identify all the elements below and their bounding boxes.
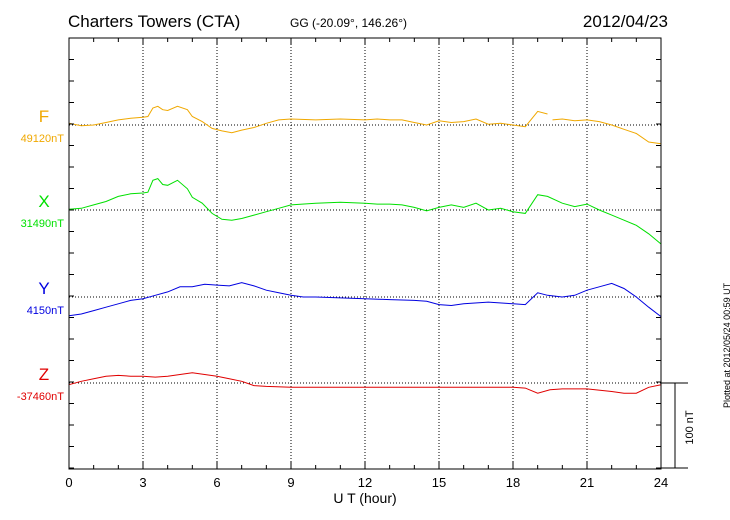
baseline-value-x: 31490nT <box>21 218 65 230</box>
x-tick-label: 6 <box>213 475 220 490</box>
series-layer <box>68 105 662 394</box>
x-tick-label: 24 <box>654 475 668 490</box>
x-tick-label: 15 <box>432 475 446 490</box>
grid-lines <box>69 38 661 469</box>
plot-date: 2012/04/23 <box>582 12 668 31</box>
baseline-value-f: 49120nT <box>21 133 65 145</box>
series-name-x: X <box>38 192 49 211</box>
station-coordinates: GG (-20.09°, 146.26°) <box>290 16 407 30</box>
series-name-y: Y <box>38 279 49 298</box>
x-axis-label: U T (hour) <box>333 490 396 506</box>
scale-bar-label: 100 nT <box>684 410 696 445</box>
series-name-z: Z <box>39 365 49 384</box>
x-tick-labels: 0 3 6 9 12 15 18 21 24 <box>65 475 668 490</box>
x-tick-label: 0 <box>65 475 72 490</box>
scale-bar: 100 nT <box>661 382 696 469</box>
plotted-timestamp: Plotted at 2012/05/24 00:59 UT <box>722 282 730 408</box>
x-tick-label: 9 <box>287 475 294 490</box>
station-title: Charters Towers (CTA) <box>68 12 241 31</box>
baseline-value-y: 4150nT <box>27 305 65 317</box>
x-tick-label: 18 <box>506 475 520 490</box>
x-tick-label: 21 <box>580 475 594 490</box>
x-tick-label: 12 <box>358 475 372 490</box>
series-name-f: F <box>39 107 49 126</box>
series-line-f <box>68 105 662 145</box>
series-line-z <box>68 372 662 394</box>
series-line-x <box>68 178 662 245</box>
axis-ticks <box>68 37 662 469</box>
series-line-y <box>68 282 662 317</box>
baseline-value-z: -37460nT <box>17 391 64 403</box>
series-labels: F 49120nT X 31490nT Y 4150nT Z -37460nT <box>17 107 64 403</box>
x-tick-label: 3 <box>139 475 146 490</box>
